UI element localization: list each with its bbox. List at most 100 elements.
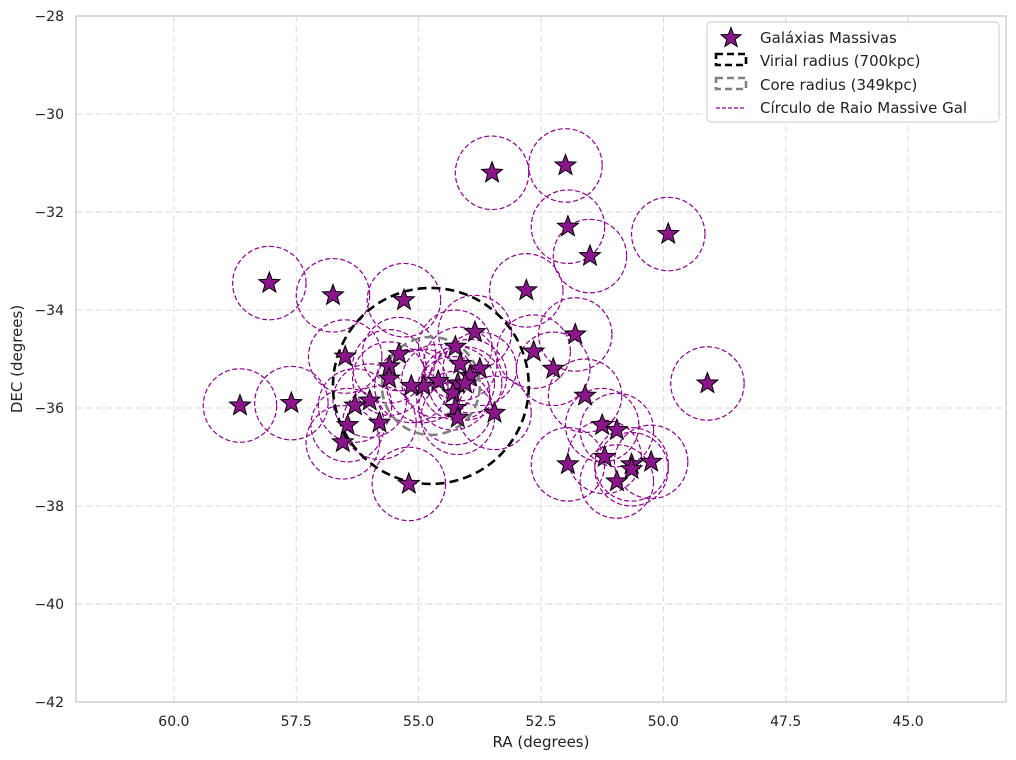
y-tick-label: −40 <box>34 597 64 613</box>
galaxy-radius-circle <box>515 331 591 407</box>
galaxy-radius-circle <box>528 128 603 203</box>
x-tick-label: 50.0 <box>648 714 679 730</box>
galaxy-radius-circle <box>295 257 371 333</box>
galaxy-star <box>563 322 588 345</box>
galaxy-star <box>639 449 663 472</box>
galaxy-radius-circle <box>579 444 655 519</box>
virial-radius-circle <box>331 286 531 486</box>
galaxy-star <box>656 221 681 245</box>
galaxy-star <box>695 371 720 394</box>
galaxy-star <box>592 444 617 468</box>
x-tick-label: 52.5 <box>525 714 556 730</box>
galaxy-star <box>443 334 468 357</box>
galaxy-star <box>367 410 392 433</box>
galaxy-star <box>445 405 470 428</box>
galaxy-star <box>377 366 402 389</box>
legend-label-virial: Virial radius (700kpc) <box>760 52 921 70</box>
galaxy-star <box>480 160 504 183</box>
galaxy-star <box>590 412 615 436</box>
galaxy-star <box>257 270 282 294</box>
galaxy-radius-circle <box>332 363 407 438</box>
legend-star-icon <box>719 26 743 48</box>
galaxy-star <box>321 282 345 306</box>
y-tick-label: −36 <box>34 401 64 417</box>
galaxy-star <box>357 388 382 411</box>
galaxy-radius-circle <box>254 365 329 441</box>
legend-box <box>706 21 1000 123</box>
legend: Galáxias Massivas Virial radius (700kpc)… <box>706 21 1000 123</box>
galaxy-star <box>619 456 644 480</box>
x-tick-label: 57.5 <box>281 714 312 730</box>
galaxy-radius-circle <box>351 329 427 404</box>
galaxy-star <box>521 339 546 362</box>
plot-frame <box>75 15 1007 703</box>
y-tick-label: −42 <box>34 695 64 711</box>
legend-label-core: Core radius (349kpc) <box>760 76 917 94</box>
galaxy-radius-circle <box>547 358 623 434</box>
galaxy-radius-circle <box>366 262 442 338</box>
x-axis-label: RA (degrees) <box>493 733 590 751</box>
galaxy-radius-circle <box>307 319 383 394</box>
x-tick-label: 45.0 <box>893 714 924 730</box>
galaxy-star <box>453 371 477 394</box>
y-axis: −28 −30 −32 −34 −36 −38 −40 −42 <box>34 9 64 711</box>
galaxy-radius-circle <box>361 316 437 392</box>
x-axis: 60.0 57.5 55.0 52.5 50.0 47.5 45.0 <box>158 714 923 730</box>
galaxy-radius-circle <box>670 346 745 421</box>
galaxy-star <box>482 400 507 423</box>
galaxy-radius-circle <box>232 245 307 321</box>
galaxy-radius-circle <box>305 404 381 480</box>
galaxy-star <box>228 393 252 416</box>
galaxy-star <box>343 393 367 416</box>
y-tick-label: −28 <box>34 9 64 25</box>
y-tick-label: −34 <box>34 303 64 319</box>
galaxy-radius-circle <box>422 326 498 402</box>
galaxy-star <box>397 471 421 495</box>
cluster-radii <box>331 286 531 486</box>
galaxy-circles <box>202 128 745 522</box>
galaxy-star <box>514 277 539 301</box>
galaxy-radius-circle <box>594 431 669 507</box>
galaxy-star <box>330 429 355 453</box>
galaxy-radius-circle <box>552 218 628 294</box>
core-radius-circle <box>380 335 482 437</box>
galaxy-radius-circle <box>351 341 427 416</box>
galaxy-star <box>605 469 629 492</box>
galaxy-star <box>399 373 424 397</box>
legend-virial-marker <box>714 52 748 67</box>
x-tick-label: 60.0 <box>158 714 189 730</box>
galaxy-radius-circle <box>202 368 278 443</box>
galaxy-star <box>541 356 566 379</box>
galaxy-radius-circle <box>530 427 606 502</box>
galaxy-star <box>448 351 473 374</box>
x-tick-label: 55.0 <box>403 714 434 730</box>
galaxy-stars <box>228 153 720 495</box>
galaxy-radius-circle <box>454 135 530 211</box>
galaxy-radius-circle <box>613 424 689 500</box>
galaxy-radius-circle <box>371 446 447 522</box>
galaxy-star <box>605 417 629 441</box>
legend-label-galaxies: Galáxias Massivas <box>760 29 897 47</box>
y-tick-label: −30 <box>34 107 64 123</box>
legend-core-marker <box>714 76 748 91</box>
galaxy-star <box>573 383 597 406</box>
legend-label-galaxy-circle: Círculo de Raio Massive Gal <box>760 99 967 117</box>
galaxy-radius-circle <box>437 294 513 370</box>
galaxy-star <box>556 451 580 475</box>
galaxy-radius-circle <box>317 368 393 443</box>
y-tick-label: −38 <box>34 499 64 515</box>
y-tick-label: −32 <box>34 205 64 221</box>
galaxy-star <box>578 243 602 267</box>
galaxy-radius-circle <box>530 189 606 265</box>
galaxy-star <box>426 368 451 392</box>
galaxy-radius-circle <box>489 253 564 328</box>
galaxy-star <box>333 344 358 367</box>
galaxy-star <box>556 214 580 237</box>
galaxy-star <box>553 153 578 176</box>
galaxy-star <box>279 390 304 414</box>
galaxy-radius-circle <box>630 196 706 272</box>
galaxy-star <box>335 412 360 436</box>
galaxy-radius-circle <box>564 387 640 463</box>
y-axis-label: DEC (degrees) <box>8 305 26 413</box>
